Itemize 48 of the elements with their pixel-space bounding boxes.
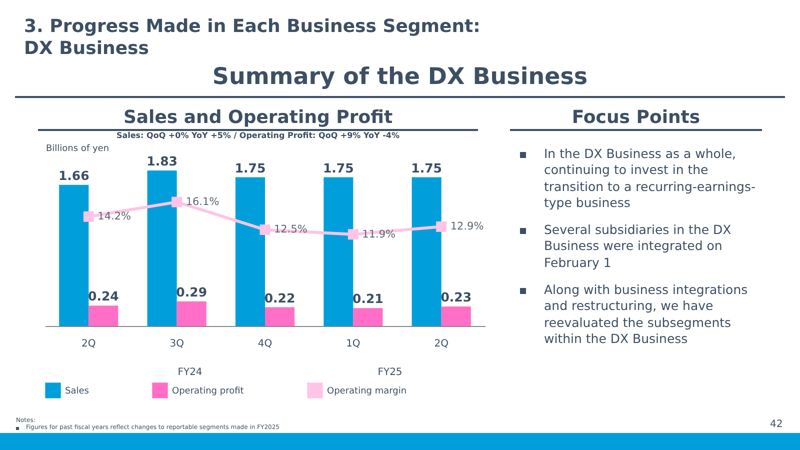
legend-label: Operating profit <box>172 386 244 396</box>
bar <box>88 306 118 326</box>
x-tick-label: 3Q <box>170 338 184 350</box>
point <box>260 224 270 235</box>
data-label: 1.75 <box>234 160 266 176</box>
text: In the DX Business as a whole, continuing to invest in the transition to a recurring-earnings-type business <box>543 146 756 211</box>
data-label: 14.2% <box>98 210 132 223</box>
text: FY25 <box>376 366 404 379</box>
bar <box>265 307 295 326</box>
data-label: 0.22 <box>264 290 296 306</box>
data-label: 12.5% <box>274 224 308 236</box>
y-axis-title: Billions of yen <box>46 144 110 154</box>
legend-label: Operating margin <box>327 386 407 396</box>
bar <box>147 170 177 326</box>
chart-subtitle: Summary of the DX Business <box>211 64 589 90</box>
point <box>436 221 447 232</box>
x-tick-label: 1Q <box>346 338 360 350</box>
text: Along with business integrations and restructuring, we have reevaluated the subsegments within the DX Business <box>543 282 749 347</box>
data-label: 11.9% <box>362 228 396 240</box>
bar <box>235 177 265 326</box>
data-label: 1.75 <box>411 160 442 176</box>
bar <box>441 306 471 326</box>
x-tick-label: 2Q <box>82 338 96 350</box>
data-label: 0.24 <box>88 288 120 304</box>
point <box>83 211 94 222</box>
chart-title: 3. Progress Made in Each Business Segment: DX Business <box>24 16 482 60</box>
data-label: 12.9% <box>450 220 484 233</box>
text: Focus Points <box>510 106 762 132</box>
data-label: 1.83 <box>146 153 178 168</box>
legend-label: Sales <box>65 386 90 396</box>
data-label: 0.21 <box>352 291 384 306</box>
x-tick-label: 2Q <box>434 338 449 350</box>
text: Several subsidiaries in the DX Business were integrated on February 1 <box>543 222 732 271</box>
point <box>172 196 182 208</box>
x-tick-label: 4Q <box>258 338 272 350</box>
bar <box>59 184 89 326</box>
text: 42 <box>770 418 784 431</box>
bar <box>324 177 354 326</box>
bar <box>176 301 206 326</box>
data-label: 1.66 <box>58 168 90 183</box>
data-label: 16.1% <box>186 196 220 208</box>
bar <box>353 308 383 326</box>
point <box>348 229 358 240</box>
text: FY24 <box>176 366 204 379</box>
text: Sales: QoQ +0% YoY +5% / Operating Profit: QoQ +9% YoY -4% <box>115 131 401 142</box>
data-label: 1.75 <box>322 160 354 176</box>
bar <box>412 177 442 326</box>
text: Sales and Operating Profit <box>38 106 478 132</box>
